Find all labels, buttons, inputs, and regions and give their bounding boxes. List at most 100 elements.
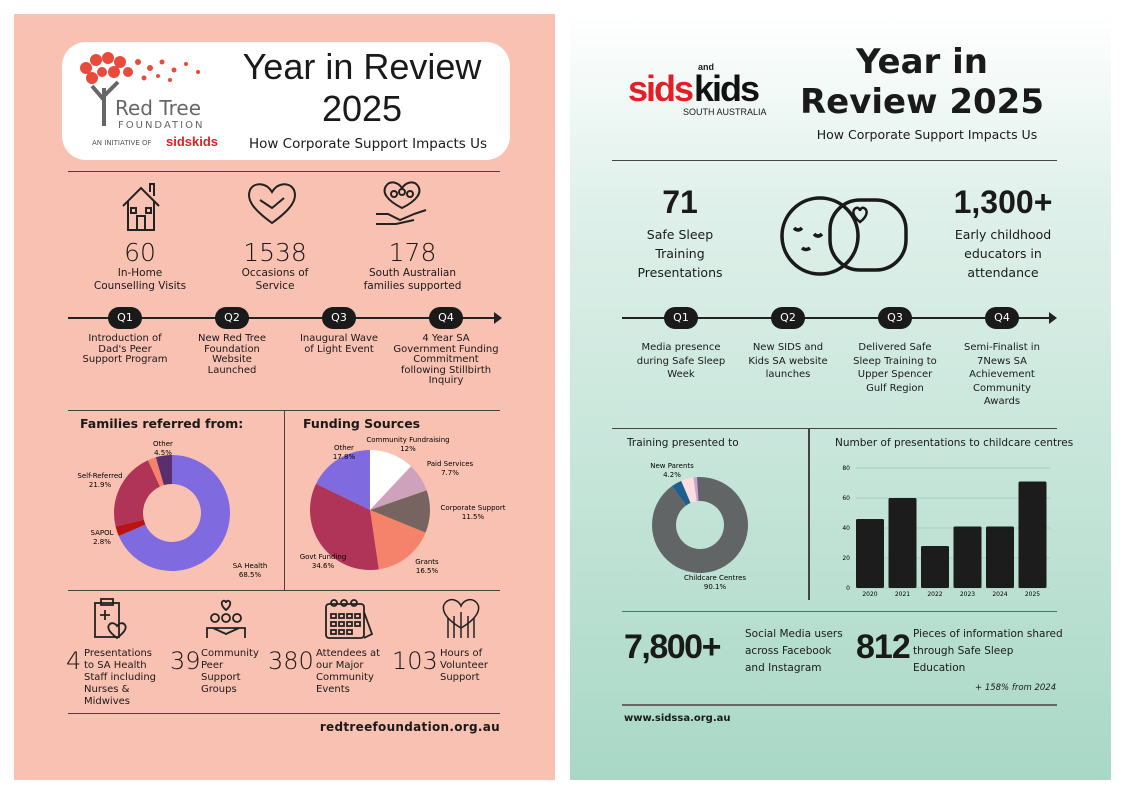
timeline-text: Media presence during Safe Sleep Week <box>636 342 726 380</box>
website-link[interactable]: www.sidssa.org.au <box>624 713 731 724</box>
red-tree-logo-icon <box>80 52 200 126</box>
pie-slice <box>693 477 699 502</box>
timeline-arrow-icon <box>1049 312 1057 324</box>
x-tick-label: 2023 <box>960 591 975 598</box>
y-tick-label: 40 <box>842 525 850 532</box>
bottom-stat-value: 380 <box>268 647 314 675</box>
timeline-text: New SIDS and Kids SA website launches <box>748 342 828 380</box>
quarter-marker: Q2 <box>771 307 805 329</box>
timeline-text: Semi-Finalist in 7News SA Achievement Co… <box>964 342 1040 407</box>
bottom-stat-label: Presentations to SA Health Staff includi… <box>84 648 157 707</box>
stat-home-visits: 60 In-Home Counselling Visits <box>93 238 187 292</box>
bottom-stat-value: 39 <box>170 647 201 675</box>
house-icon <box>122 183 160 231</box>
funding-chart-title: Funding Sources <box>303 416 421 431</box>
right-charts: Childcare Centres 90.1% New Parents 4.2% 0 20… <box>650 462 1050 598</box>
y-tick-label: 60 <box>842 495 850 502</box>
group-hug-icon <box>206 599 246 638</box>
divider <box>68 590 500 591</box>
y-tick-label: 80 <box>842 465 850 472</box>
pie-slice <box>114 460 160 527</box>
slice-label: SAPOL 2.8% <box>91 529 114 546</box>
timeline-text: 4 Year SA Government Funding Commitment … <box>393 333 499 386</box>
social-label: Social Media users across Facebook and I… <box>745 628 843 674</box>
page-title: Year in Review 2025 <box>216 46 508 130</box>
timeline-text: Inaugural Wave of Light Event <box>299 333 379 355</box>
clipboard-heart-icon <box>94 598 127 640</box>
stat-families: 178 South Australian families supported <box>363 238 462 292</box>
pie-slice <box>370 490 430 533</box>
pie-slice <box>652 477 748 573</box>
sidskids-logo: sids and kids SOUTH AUSTRALIA <box>628 62 767 117</box>
divider <box>808 428 810 600</box>
logo-brand: sidskids <box>166 134 219 149</box>
family-hand-icon <box>376 181 427 225</box>
title-line1: Year in Review <box>242 46 482 87</box>
bottom-stat-value: 4 <box>66 647 82 675</box>
slice-label: Grants 16.5% <box>415 558 439 575</box>
bar <box>888 498 917 588</box>
x-tick-label: 2025 <box>1025 591 1040 598</box>
quarter-marker: Q3 <box>878 307 912 329</box>
pie-slice <box>316 450 370 510</box>
divider <box>284 410 285 590</box>
pie-slice <box>310 483 379 570</box>
logo-name: Red Tree <box>115 96 202 120</box>
social-value: 7,800+ <box>624 628 721 666</box>
x-tick-label: 2021 <box>895 591 910 598</box>
slice-label: Self-Referred 21.9% <box>77 472 122 489</box>
bar <box>986 526 1014 588</box>
divider <box>68 713 500 714</box>
x-tick-label: 2020 <box>862 591 877 598</box>
bottom-stat-label: Community Peer Support Groups <box>201 648 259 695</box>
logo-sub: FOUNDATION <box>118 120 205 131</box>
quarter-marker: Q1 <box>108 307 142 329</box>
x-tick-label: 2024 <box>992 591 1007 598</box>
bar <box>953 526 982 588</box>
training-chart-title: Training presented to <box>627 437 739 449</box>
bottom-stat-label: Hours of Volunteer Support <box>440 648 488 683</box>
subtitle: How Corporate Support Impacts Us <box>816 127 1038 142</box>
quarter-marker: Q4 <box>429 307 463 329</box>
stat-occasions: 1538 Occasions of Service <box>241 238 309 292</box>
bar <box>921 546 949 588</box>
slice-label: Corporate Support 11.5% <box>441 504 506 521</box>
stat-safe-sleep: 71 Safe Sleep Training Presentations <box>637 184 723 280</box>
quarter-marker: Q2 <box>215 307 249 329</box>
timeline-line <box>68 317 498 319</box>
sids-kids-panel <box>570 14 1111 780</box>
slice-label: Govt Funding 34.6% <box>300 553 347 570</box>
title-line2: 2025 <box>321 88 403 129</box>
pie-slice <box>370 450 412 510</box>
quarter-marker: Q1 <box>664 307 698 329</box>
pie-slice <box>115 519 146 537</box>
slice-label: SA Health 68.5% <box>233 562 268 579</box>
families-chart-title: Families referred from: <box>80 416 244 431</box>
left-charts: SA Health 68.5% SAPOL 2.8% Self-Referred 21.9… <box>77 436 506 579</box>
slice-label: Community Fundraising 12% <box>366 436 449 453</box>
quarter-marker: Q3 <box>322 307 356 329</box>
timeline-text: Introduction of Dad's Peer Support Progr… <box>82 333 168 365</box>
pie-slice <box>681 477 697 503</box>
x-tick-label: 2022 <box>927 591 942 598</box>
pie-slice <box>147 457 164 487</box>
logo-initiative: AN INITIATIVE OF <box>92 139 152 147</box>
website-link[interactable]: redtreefoundation.org.au <box>319 720 500 734</box>
divider <box>622 704 1057 706</box>
bar <box>1018 481 1047 588</box>
bottom-stat-label: Attendees at our Major Community Events <box>316 648 381 695</box>
slice-label: New Parents 4.2% <box>650 462 694 479</box>
heart-hands-icon <box>248 183 296 225</box>
bar <box>856 519 884 588</box>
y-tick-label: 20 <box>842 555 850 562</box>
slice-label: Childcare Centres 90.1% <box>684 574 746 591</box>
info-note: + 158% from 2024 <box>975 683 1057 693</box>
sleeping-baby-icon <box>780 196 908 276</box>
timeline-text: New Red Tree Foundation Website Launched <box>197 333 266 376</box>
timeline-text: Delivered Safe Sleep Training to Upper S… <box>853 342 937 394</box>
raised-hands-icon <box>442 599 480 638</box>
divider <box>612 160 1057 161</box>
timeline-arrow-icon <box>494 312 502 324</box>
calendar-icon <box>325 599 374 639</box>
divider <box>622 611 1057 612</box>
